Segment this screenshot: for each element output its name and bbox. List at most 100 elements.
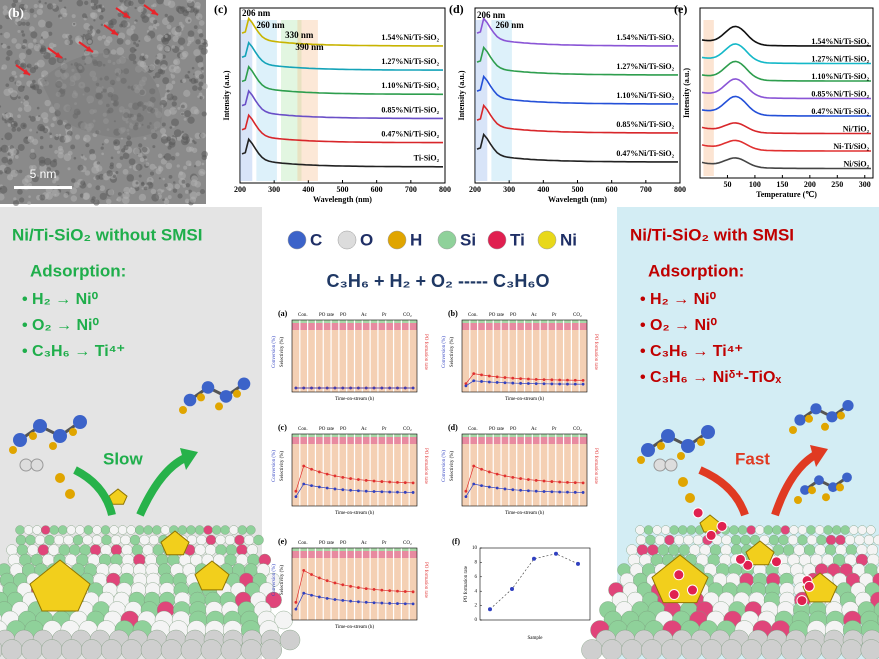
tem-grain (58, 133, 62, 137)
spectrum-curve (241, 65, 443, 96)
tem-grain (62, 33, 68, 39)
tem-grain (50, 123, 55, 128)
tem-grain (154, 71, 161, 78)
green-arrow-head (180, 448, 198, 470)
legend-item: Con. (298, 541, 308, 546)
h-atom (179, 406, 187, 414)
tem-grain (83, 22, 91, 30)
tem-grain (200, 39, 205, 44)
tem-grain (188, 19, 191, 22)
surface-atom (117, 525, 128, 535)
tem-grain (158, 165, 162, 169)
tem-grain (122, 152, 130, 160)
surface-atom (860, 639, 879, 659)
subtitle: Adsorption: (648, 261, 744, 280)
h2-atom (653, 458, 667, 472)
tem-grain (0, 193, 5, 201)
surface-atom (265, 591, 282, 609)
tem-grain (37, 19, 46, 28)
h-atom (29, 432, 37, 440)
tem-grain (54, 193, 57, 196)
surface-atom (654, 534, 666, 546)
y2-axis-label: PO formation rate (423, 448, 428, 485)
tem-grain (93, 19, 96, 22)
tem-grain (129, 187, 136, 195)
y-axis-label: Intensity (a.u.) (682, 68, 691, 118)
x-axis-label: Wavelength (nm) (313, 195, 372, 204)
surface-atom (177, 525, 188, 535)
surface-atom (678, 525, 688, 535)
adsorption-item: • O₂ → Ni⁰ (640, 317, 717, 334)
tem-grain (89, 153, 97, 161)
tem-grain (84, 0, 89, 6)
tem-grain (87, 39, 92, 44)
tem-grain (196, 191, 201, 196)
band (703, 20, 714, 176)
surface-atom (772, 525, 782, 535)
spectrum-curve (241, 137, 443, 168)
tem-grain (134, 6, 137, 10)
tem-grain (84, 170, 91, 176)
surface-atom (657, 544, 670, 556)
element-label: C (310, 230, 322, 249)
scale-label: 5 nm (30, 167, 57, 181)
plot-frame (461, 433, 588, 507)
legend-item: Pr (552, 313, 557, 318)
surface-atom (15, 525, 25, 535)
tem-grain (145, 158, 148, 161)
tem-grain (130, 33, 139, 42)
legend-item: PO rate (319, 313, 335, 318)
surface-atom (89, 544, 102, 556)
tem-grain (133, 41, 137, 45)
legend-item: PO (340, 427, 347, 432)
h2-atom (664, 458, 678, 472)
tem-grain (44, 99, 51, 107)
tem-grain (9, 148, 17, 156)
x-axis-label: Temperature (℃) (756, 190, 817, 199)
h-atom (197, 393, 205, 402)
tem-grain (195, 55, 204, 64)
tem-grain (5, 83, 10, 88)
surface-atom (180, 639, 203, 659)
tem-grain (100, 23, 104, 27)
surface-atom (83, 525, 94, 535)
curve-label: Ni-Ti/SiO₂ (833, 142, 869, 151)
ti-atom (668, 589, 680, 601)
tem-grain (41, 31, 49, 39)
y-axis-label: Selectivity (%) (280, 565, 285, 595)
surface-atom (840, 525, 850, 535)
tem-grain (123, 0, 132, 7)
surface-atom (120, 534, 131, 546)
legend-item: PO (340, 313, 347, 318)
x-tick-label: 600 (606, 185, 618, 194)
ti-atom (673, 569, 685, 581)
tem-grain (29, 128, 33, 132)
spectrum-curve (476, 45, 678, 76)
surface-atom (581, 639, 603, 659)
tem-grain (133, 147, 140, 155)
h-atom (789, 426, 797, 434)
tem-grain (108, 20, 114, 26)
tem-grain (158, 47, 163, 52)
tem-grain (168, 138, 176, 146)
legend-item: Ac (361, 427, 368, 432)
surface-atom (32, 525, 42, 535)
tem-grain (145, 162, 150, 167)
surface-atom (82, 534, 93, 546)
tem-grain (166, 93, 174, 101)
c-atom (828, 482, 838, 493)
tem-grain (141, 53, 145, 57)
y-axis-label: Conversion (%) (272, 336, 277, 368)
tem-grain (21, 30, 24, 34)
y-tick-label: 2 (475, 604, 478, 609)
surface-atom (160, 525, 171, 535)
tem-grain (49, 135, 53, 139)
surface-atom (142, 544, 154, 556)
tem-grain (182, 184, 187, 188)
arrow-head (23, 69, 30, 75)
surface-atom (81, 639, 103, 659)
tem-grain (22, 85, 26, 89)
h-atom (836, 483, 844, 492)
ti-atom (692, 507, 704, 519)
tem-grain (7, 45, 11, 49)
